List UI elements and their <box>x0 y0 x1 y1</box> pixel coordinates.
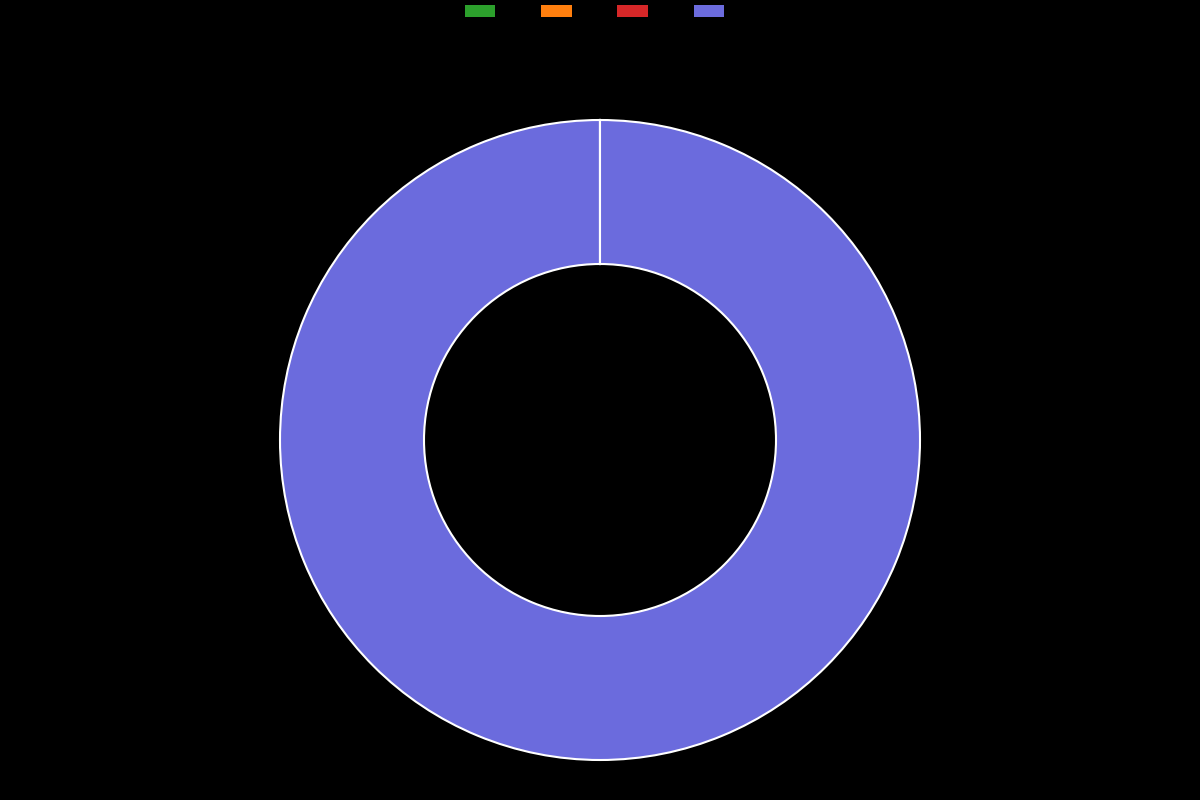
Legend: , , , : , , , <box>460 0 740 24</box>
Wedge shape <box>280 120 920 760</box>
